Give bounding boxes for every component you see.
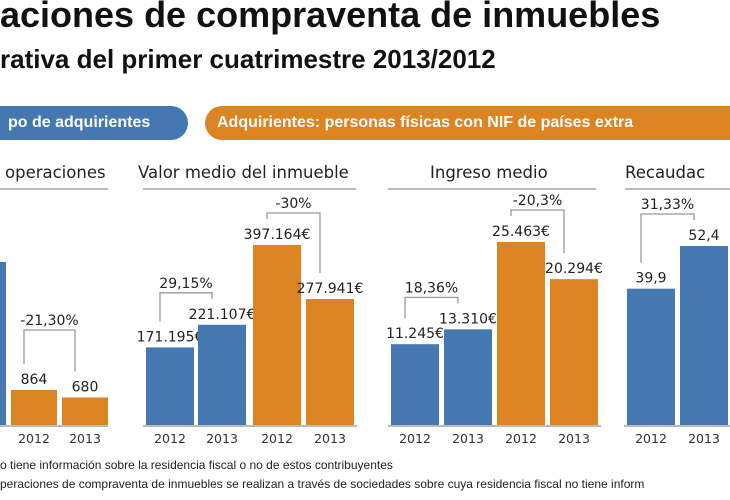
change-bracket <box>159 292 213 322</box>
change-label: 29,15% <box>159 276 212 292</box>
chart-title-valor: Valor medio del inmueble <box>138 163 349 182</box>
change-bracket <box>510 209 565 254</box>
data-label: 13.310€ <box>439 311 497 327</box>
x-tick-label: 2012 <box>505 431 537 446</box>
data-label: 11.245€ <box>386 326 444 342</box>
bar-blue-2013 <box>444 329 492 425</box>
bar-blue-2012 <box>146 347 194 425</box>
bar-orange-2012 <box>11 390 57 425</box>
data-label: 864 <box>21 372 48 388</box>
change-label: -20,3% <box>513 193 563 209</box>
change-bracket <box>266 212 321 274</box>
infographic-subtitle: rativa del primer cuatrimestre 2013/2012 <box>0 44 496 74</box>
legend-blue: po de adquirientes <box>0 106 188 140</box>
x-tick-label: 2012 <box>261 431 293 446</box>
chart-title-ingreso: Ingreso medio <box>430 163 548 182</box>
change-label: -30% <box>275 196 311 212</box>
change-label: 18,36% <box>405 280 458 296</box>
bar-orange-2013 <box>62 397 108 425</box>
change-label: -21,30% <box>20 313 78 329</box>
x-tick-label: 2013 <box>558 431 590 446</box>
data-label: 39,9 <box>635 271 666 287</box>
data-label: 20.294€ <box>545 261 603 277</box>
bar-blue-2012 <box>627 288 675 425</box>
change-bracket <box>640 213 695 263</box>
data-label: 25.463€ <box>492 224 550 240</box>
chart-title-operaciones: operaciones <box>5 163 106 182</box>
divider <box>143 188 356 190</box>
x-tick-label: 2013 <box>452 431 484 446</box>
bar-blue-2012 <box>391 344 439 425</box>
divider <box>388 188 596 190</box>
legend-orange: Adquirientes: personas físicas con NIF d… <box>205 106 730 140</box>
bar-orange-2013 <box>306 299 354 425</box>
bar-orange-2013 <box>550 279 598 425</box>
x-tick-label: 2012 <box>154 431 186 446</box>
change-bracket <box>23 329 76 372</box>
bar-cropped <box>0 262 6 425</box>
infographic-title: aciones de compraventa de inmuebles <box>0 0 661 35</box>
chart-title-recaudacion: Recaudac <box>625 163 706 182</box>
x-tick-label: 2012 <box>399 431 431 446</box>
x-tick-label: 2013 <box>206 431 238 446</box>
divider <box>625 188 730 190</box>
data-label: 397.164€ <box>244 227 311 243</box>
data-label: 221.107€ <box>189 307 256 323</box>
x-tick-label: 2012 <box>635 431 667 446</box>
change-label: 31,33% <box>641 197 694 213</box>
x-tick-label: 2012 <box>18 431 50 446</box>
divider <box>0 188 108 190</box>
footnote-2: peraciones de compraventa de inmuebles s… <box>0 477 645 491</box>
bar-orange-2012 <box>253 245 301 425</box>
data-label: 277.941€ <box>297 281 364 297</box>
bar-orange-2012 <box>497 242 545 425</box>
x-tick-label: 2013 <box>69 431 101 446</box>
bar-blue-2013 <box>198 324 246 425</box>
data-label: 171.195€ <box>137 329 204 345</box>
x-tick-label: 2013 <box>314 431 346 446</box>
data-label: 680 <box>72 379 99 395</box>
bar-blue-2013 <box>680 246 728 425</box>
x-tick-label: 2013 <box>688 431 720 446</box>
change-bracket <box>404 296 459 319</box>
footnote-1: o tiene información sobre la residencia … <box>0 458 393 472</box>
data-label: 52,4 <box>688 228 719 244</box>
